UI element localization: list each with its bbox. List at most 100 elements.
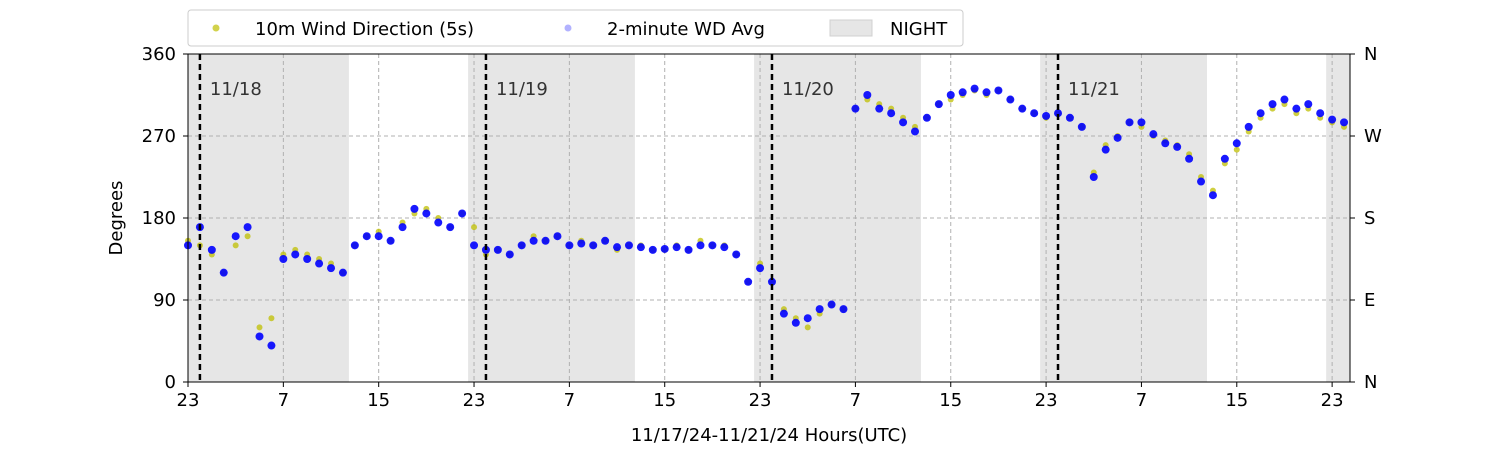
wd-avg-point bbox=[410, 204, 419, 213]
legend-box bbox=[187, 9, 964, 47]
wd-avg-point bbox=[589, 241, 598, 250]
x-tick-label: 23 bbox=[463, 390, 486, 411]
wd-avg-point bbox=[946, 91, 955, 99]
wind-direction-point bbox=[256, 324, 263, 331]
wd-avg-point bbox=[875, 104, 884, 113]
wd-avg-point bbox=[1256, 109, 1265, 118]
wd-avg-point bbox=[267, 341, 276, 350]
wd-avg-point bbox=[958, 88, 967, 97]
wd-avg-point bbox=[350, 241, 359, 250]
wd-avg-point bbox=[1244, 122, 1253, 131]
x-tick-label: 23 bbox=[1321, 390, 1344, 411]
wd-avg-point bbox=[815, 305, 824, 314]
wd-avg-point bbox=[493, 245, 502, 254]
night-band bbox=[468, 54, 635, 382]
day-label: 11/20 bbox=[782, 79, 834, 100]
wd-avg-point bbox=[732, 250, 741, 259]
y-tick-label: 360 bbox=[142, 44, 176, 65]
wd-avg-point bbox=[446, 223, 455, 232]
wd-avg-point bbox=[1340, 118, 1349, 127]
legend-patch-night bbox=[829, 19, 873, 37]
wind-direction-point bbox=[244, 233, 251, 240]
wd-avg-point bbox=[458, 209, 467, 218]
wd-avg-point bbox=[922, 113, 931, 122]
day-markers-layer: 11/18 11/19 11/20 11/21 bbox=[198, 54, 1120, 382]
wd-avg-point bbox=[720, 243, 729, 252]
x-tick-label: 15 bbox=[939, 390, 962, 411]
wind-direction-point bbox=[804, 324, 811, 331]
wd-avg-point bbox=[374, 232, 383, 241]
wd-avg-point bbox=[362, 232, 371, 241]
wd-avg-point bbox=[851, 104, 860, 113]
x-tick-label: 15 bbox=[653, 390, 676, 411]
wd-avg-point bbox=[970, 84, 979, 93]
wd-avg-point bbox=[422, 209, 431, 218]
wind-direction-point bbox=[471, 224, 478, 231]
x-tick-label: 7 bbox=[850, 390, 861, 411]
x-tick-label: 7 bbox=[278, 390, 289, 411]
wd-avg-point bbox=[934, 100, 943, 109]
wd-avg-point bbox=[1208, 191, 1217, 200]
wd-avg-point bbox=[219, 268, 228, 277]
wd-avg-point bbox=[565, 241, 574, 250]
wind-direction-point bbox=[1233, 146, 1240, 153]
y-tick-label: 180 bbox=[142, 208, 176, 229]
wd-avg-point bbox=[505, 250, 514, 259]
wd-avg-point bbox=[684, 245, 693, 254]
wd-avg-point bbox=[601, 236, 610, 245]
wd-avg-point bbox=[1113, 133, 1122, 142]
right-y-tick-label: W bbox=[1364, 126, 1382, 147]
wd-avg-point bbox=[624, 241, 633, 250]
wd-avg-point bbox=[541, 236, 550, 245]
y-tick-label: 270 bbox=[142, 126, 176, 147]
wd-avg-point bbox=[696, 241, 705, 250]
data-points-layer bbox=[184, 84, 1349, 350]
wd-avg-point bbox=[470, 241, 479, 250]
wd-avg-point bbox=[1173, 142, 1182, 151]
wd-avg-point bbox=[529, 236, 538, 245]
wd-avg-point bbox=[744, 277, 753, 286]
wd-avg-point bbox=[398, 223, 407, 232]
wind-direction-point bbox=[268, 315, 275, 322]
wd-avg-point bbox=[279, 255, 288, 263]
wd-avg-point bbox=[899, 118, 908, 127]
wd-avg-point bbox=[207, 245, 216, 254]
night-band bbox=[1040, 54, 1207, 382]
wd-avg-point bbox=[648, 245, 657, 254]
wd-avg-point bbox=[767, 277, 776, 286]
x-tick-label: 23 bbox=[749, 390, 772, 411]
wd-avg-point bbox=[1077, 122, 1086, 131]
wd-avg-point bbox=[839, 305, 848, 314]
wd-avg-point bbox=[1018, 104, 1027, 113]
day-label: 11/21 bbox=[1068, 79, 1120, 100]
wd-avg-point bbox=[1197, 177, 1206, 186]
wd-avg-point bbox=[1149, 130, 1158, 139]
wd-avg-point bbox=[910, 127, 919, 136]
wd-avg-point bbox=[827, 300, 836, 309]
x-tick-label: 23 bbox=[1035, 390, 1058, 411]
wd-avg-point bbox=[1101, 145, 1110, 154]
wd-avg-point bbox=[303, 255, 312, 263]
legend-label-wind-direction: 10m Wind Direction (5s) bbox=[255, 19, 474, 40]
right-y-tick-label: N bbox=[1364, 372, 1377, 393]
legend-label-wd-avg: 2-minute WD Avg bbox=[607, 19, 765, 40]
wd-avg-point bbox=[887, 109, 896, 118]
x-tick-label: 7 bbox=[1136, 390, 1147, 411]
wd-avg-point bbox=[1125, 118, 1134, 127]
wd-avg-point bbox=[1292, 104, 1301, 113]
legend: 10m Wind Direction (5s) 2-minute WD Avg … bbox=[187, 9, 964, 47]
y-tick-label: 0 bbox=[165, 372, 176, 393]
wd-avg-point bbox=[672, 243, 681, 252]
wd-avg-point bbox=[386, 236, 395, 245]
wd-avg-point bbox=[243, 223, 252, 232]
legend-label-night: NIGHT bbox=[890, 19, 948, 40]
wd-avg-point bbox=[994, 86, 1003, 95]
wd-avg-point bbox=[1316, 109, 1325, 118]
legend-marker-wind-direction bbox=[212, 24, 220, 32]
wd-avg-point bbox=[315, 259, 324, 268]
wd-avg-point bbox=[791, 318, 800, 327]
wd-avg-point bbox=[517, 241, 526, 250]
wd-avg-point bbox=[1006, 95, 1015, 104]
